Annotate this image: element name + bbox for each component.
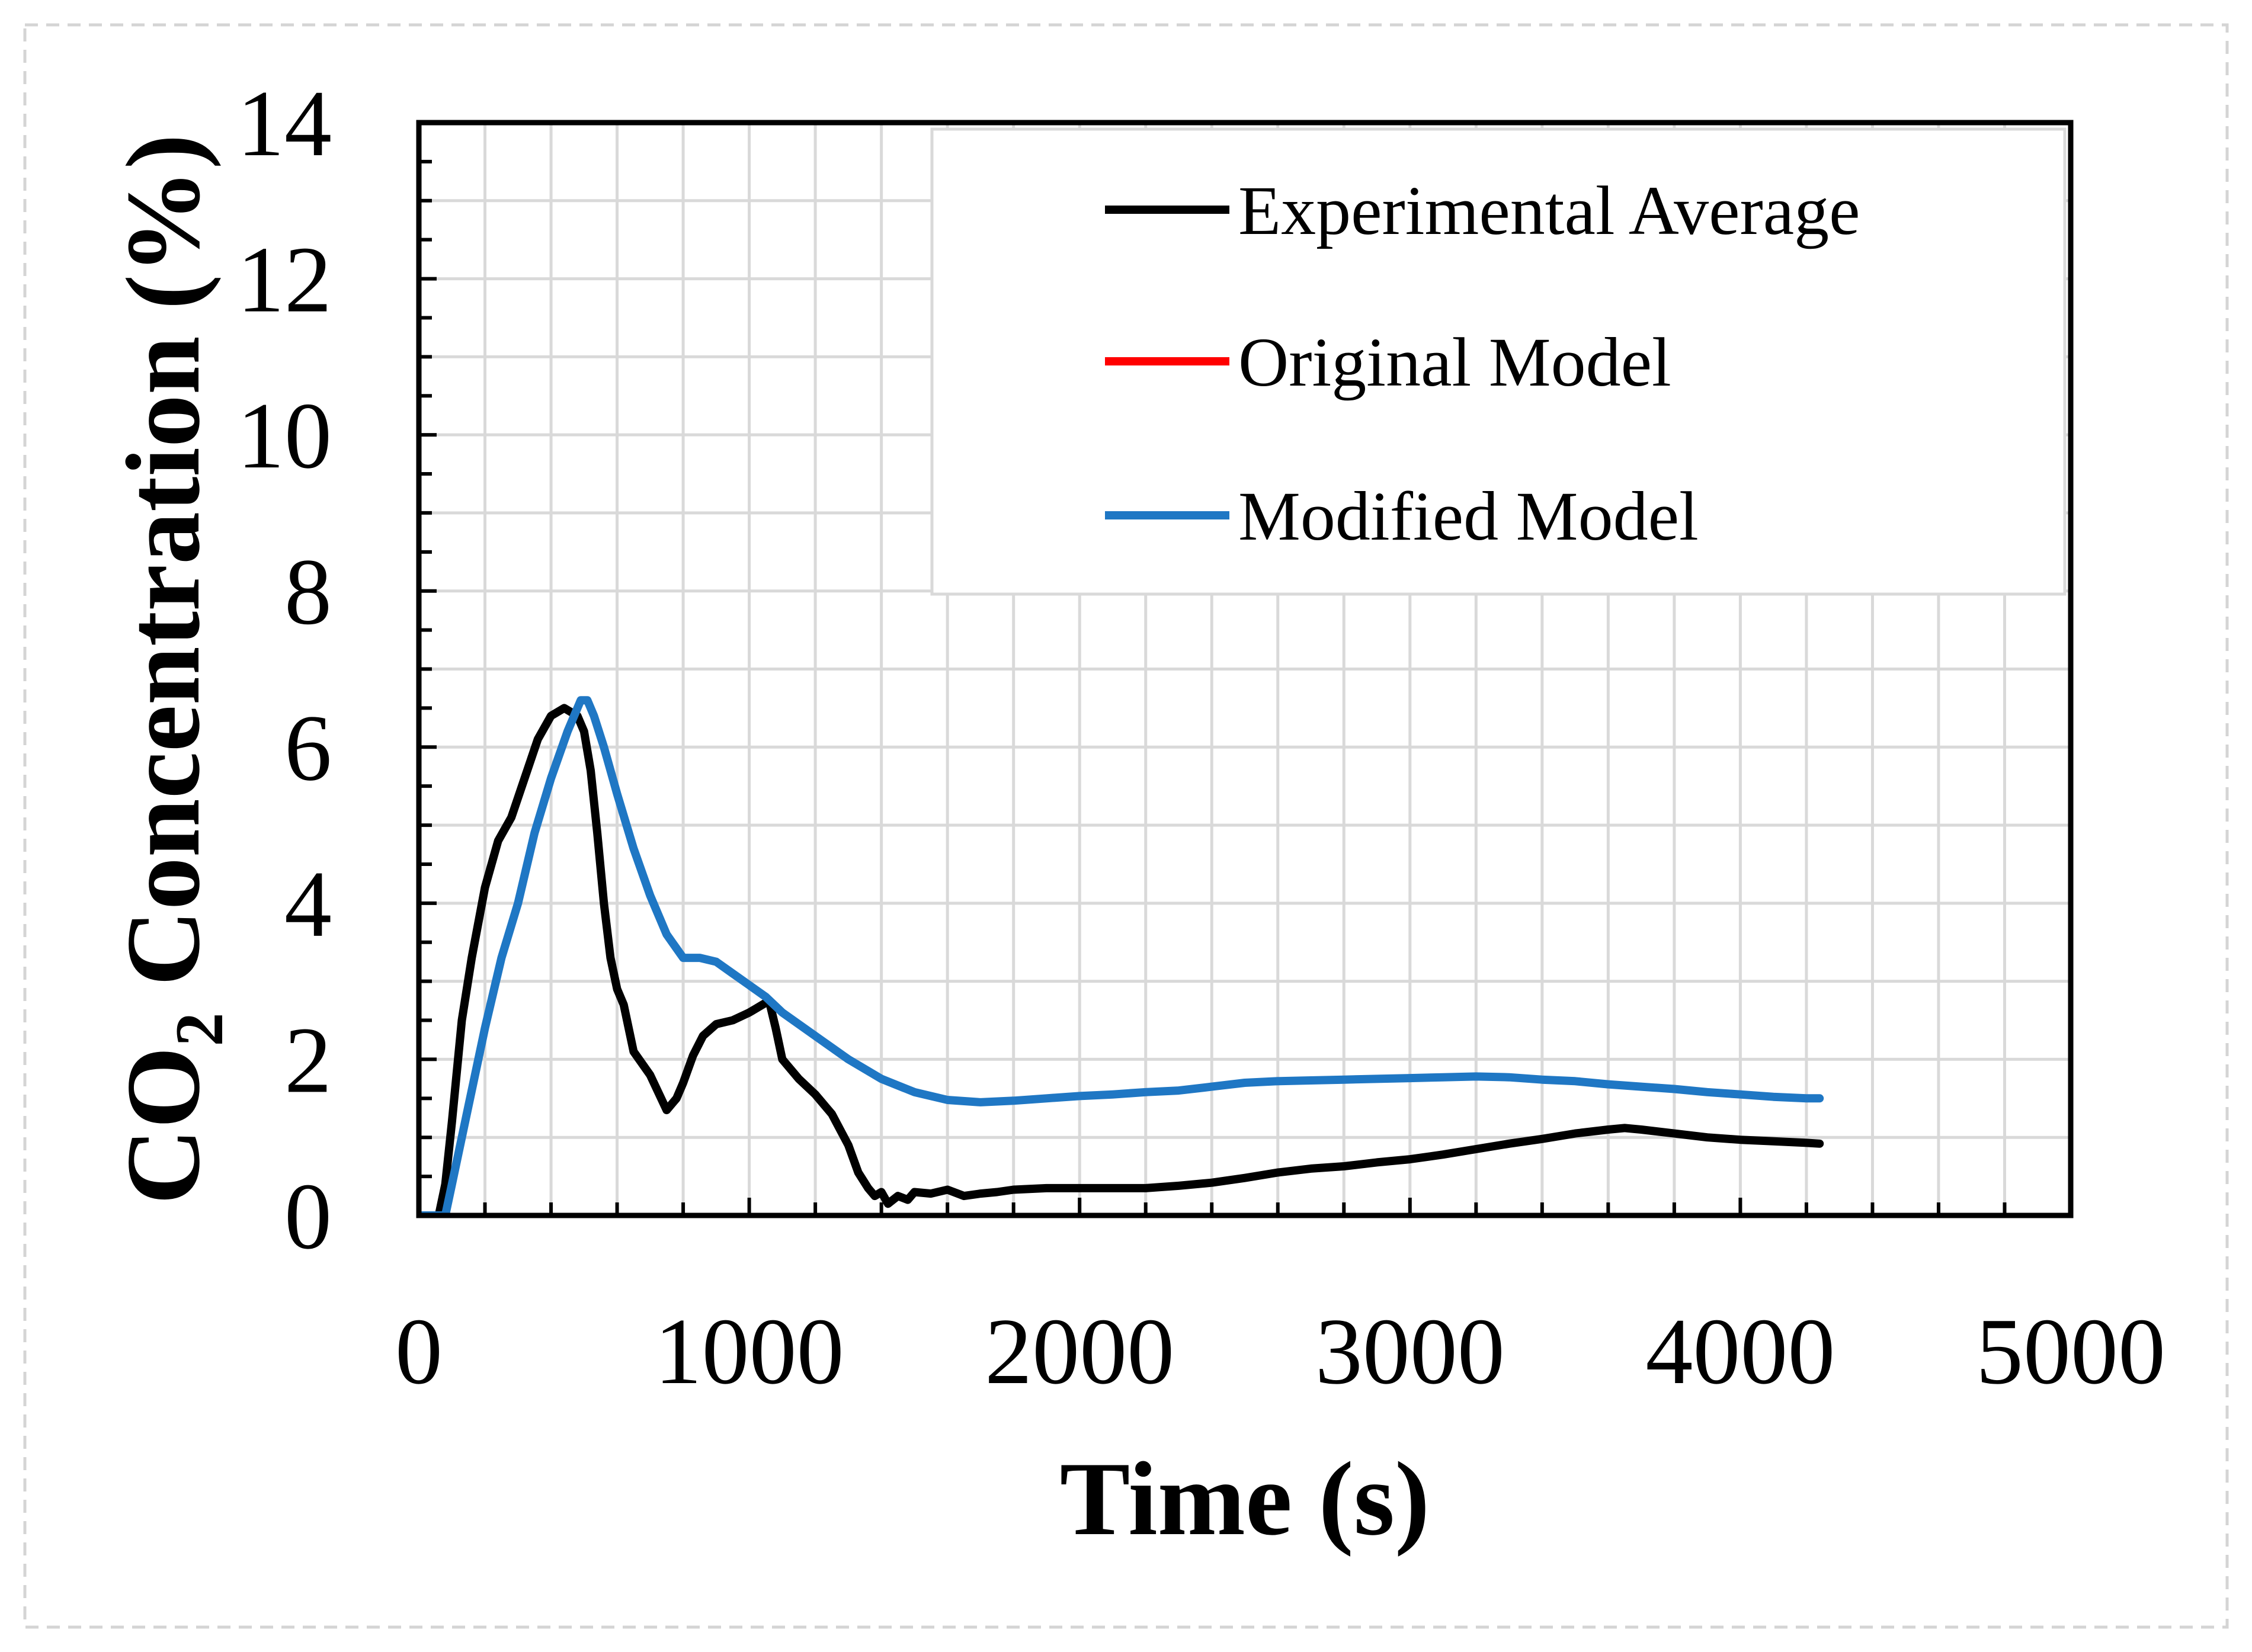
x-tick-label-4000: 4000 [1645, 1298, 1835, 1404]
x-tick-label-3000: 3000 [1315, 1298, 1505, 1404]
x-tick-label-1000: 1000 [655, 1298, 844, 1404]
x-axis-title: Time (s) [1060, 1440, 1430, 1557]
y-tick-label-4: 4 [284, 851, 332, 957]
y-tick-label-2: 2 [284, 1007, 332, 1112]
tick-labels: 0 1000 2000 3000 4000 5000 0 2 4 6 8 10 12 14 [237, 70, 2165, 1404]
y-axis-title: CO2 Concentration (%) [104, 134, 237, 1205]
y-axis-title-prefix: CO [104, 1047, 222, 1205]
y-axis-title-subscript: 2 [162, 1012, 237, 1047]
series-line-modified-model [419, 696, 1824, 1215]
y-tick-label-8: 8 [284, 539, 332, 644]
legend-label-original: Original Model [1238, 323, 1671, 401]
y-tick-label-14: 14 [237, 70, 332, 176]
y-tick-label-6: 6 [284, 695, 332, 800]
legend-label-experimental: Experimental Average [1238, 172, 1860, 249]
series-group [419, 696, 1824, 1215]
legend: Experimental Average Original Model Modi… [930, 127, 2067, 596]
y-axis-title-suffix: Concentration (%) [104, 134, 222, 1012]
figure-frame [23, 23, 2229, 1629]
ticks [417, 121, 2072, 1217]
y-tick-label-12: 12 [237, 227, 332, 332]
x-tick-label-0: 0 [395, 1298, 443, 1404]
y-tick-label-0: 0 [284, 1163, 332, 1269]
legend-label-modified: Modified Model [1238, 477, 1699, 555]
y-tick-label-10: 10 [237, 383, 332, 488]
x-tick-label-2000: 2000 [985, 1298, 1174, 1404]
x-tick-label-5000: 5000 [1976, 1298, 2165, 1404]
